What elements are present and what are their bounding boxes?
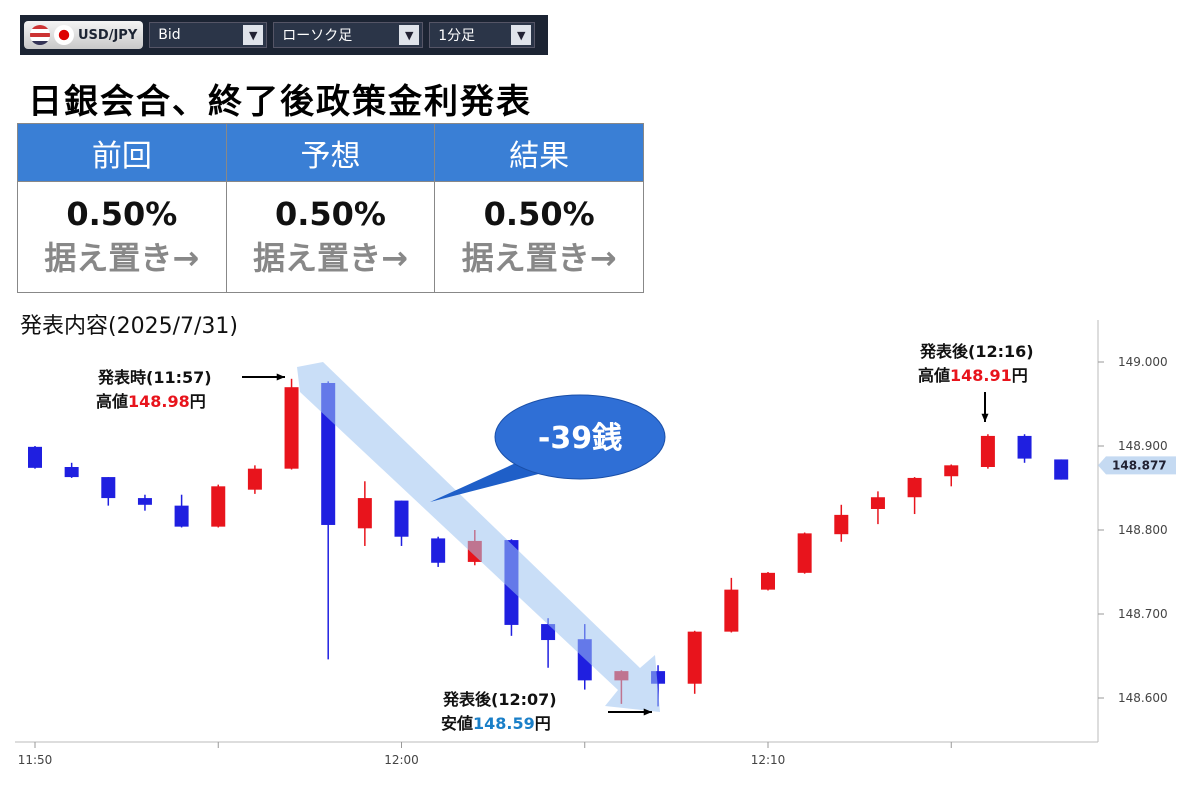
annotation-prefix: 高値 [918, 366, 950, 385]
candle-body [541, 624, 556, 641]
pointer-arrowhead [981, 413, 989, 422]
pointer-arrowhead [643, 708, 652, 716]
candle-body [394, 500, 409, 537]
callout-tail [430, 452, 585, 502]
candle-body [504, 540, 519, 625]
annotation-label: 発表後(12:16) [919, 342, 1034, 361]
candle-body [980, 435, 995, 467]
candle-body [321, 383, 336, 525]
candle-body [247, 468, 262, 490]
candle-body [724, 589, 739, 632]
table-header: 前回 [17, 123, 227, 182]
annotation-value-line: 高値148.91円 [918, 366, 1028, 385]
callout-label: -39銭 [538, 421, 622, 456]
candle-body [834, 514, 849, 535]
candle-body [1054, 459, 1069, 480]
rate-table: 前回 予想 結果 0.50% 据え置き→ 0.50% 据え置き→ 0.50% 据え置き… [17, 123, 644, 293]
select-label: ローソク足 [282, 28, 353, 44]
dropdown-icon: ▼ [243, 25, 264, 45]
candle-body [357, 498, 372, 529]
annotation-label: 発表時(11:57) [97, 368, 212, 387]
current-price-label: 148.877 [1112, 458, 1167, 472]
candle-body [907, 477, 922, 498]
y-tick-label: 148.900 [1118, 439, 1168, 453]
candle-body [577, 639, 592, 681]
trend-arrow [297, 362, 660, 712]
candle-body [174, 505, 189, 527]
candle-body [614, 671, 629, 681]
price-type-select[interactable]: Bid ▼ [149, 22, 268, 48]
annotation-value: 148.59 [473, 714, 535, 733]
annotation-prefix: 高値 [96, 392, 128, 411]
pair-label: USD/JPY [78, 27, 138, 43]
rate-value: 0.50% [274, 195, 386, 233]
annotation-prefix: 安値 [441, 714, 473, 733]
table-cell: 0.50% 据え置き→ [17, 181, 227, 293]
candle-body [284, 387, 299, 469]
x-tick-label: 11:50 [18, 753, 53, 767]
rate-value: 0.50% [483, 195, 595, 233]
annotation-suffix: 円 [1012, 366, 1028, 385]
dropdown-icon: ▼ [511, 25, 532, 45]
dropdown-icon: ▼ [399, 25, 420, 45]
annotation-suffix: 円 [190, 392, 206, 411]
y-tick-label: 148.600 [1118, 691, 1168, 705]
select-label: Bid [158, 27, 181, 43]
pair-selector[interactable]: USD/JPY [24, 21, 144, 49]
page-title: 日銀会合、終了後政策金利発表 [28, 82, 532, 122]
rate-note: 据え置き→ [253, 239, 408, 277]
candle-body [870, 497, 885, 509]
candle-body [687, 631, 702, 684]
rate-value: 0.50% [66, 195, 178, 233]
candle-body [761, 572, 775, 590]
y-tick-label: 148.700 [1118, 607, 1168, 621]
current-price-tag [1098, 456, 1176, 475]
toolbar: USD/JPY Bid ▼ ローソク足 ▼ 1分足 ▼ [20, 15, 548, 55]
candle-body [211, 486, 226, 527]
table-header: 予想 [225, 123, 436, 182]
select-label: 1分足 [438, 28, 476, 44]
callout-bubble [494, 394, 666, 480]
candle-body [467, 540, 482, 562]
candle-body [431, 538, 446, 563]
rate-note: 据え置き→ [461, 239, 617, 277]
y-tick-label: 148.800 [1118, 523, 1168, 537]
y-tick-label: 149.000 [1118, 355, 1168, 369]
timeframe-select[interactable]: 1分足 ▼ [429, 22, 536, 48]
candle-body [944, 465, 959, 477]
candle-body [137, 498, 152, 505]
chart-subtitle: 発表内容(2025/7/31) [20, 314, 238, 339]
x-tick-label: 12:10 [751, 753, 786, 767]
candle-body [28, 446, 42, 468]
table-header: 結果 [434, 123, 644, 182]
x-tick-label: 12:00 [384, 753, 419, 767]
candle-body [651, 671, 666, 684]
pointer-arrowhead [276, 373, 285, 381]
annotation-label: 発表後(12:07) [442, 690, 557, 709]
candle-body [797, 533, 812, 573]
chart-style-select[interactable]: ローソク足 ▼ [273, 22, 424, 48]
candle-body [101, 477, 116, 499]
table-cell: 0.50% 据え置き→ [225, 181, 436, 293]
table-cell: 0.50% 据え置き→ [434, 181, 644, 293]
jp-flag [54, 25, 74, 45]
candle-body [1017, 435, 1032, 459]
annotation-value-line: 高値148.98円 [96, 392, 206, 411]
annotation-suffix: 円 [535, 714, 551, 733]
annotation-value-line: 安値148.59円 [441, 714, 551, 733]
us-flag [30, 25, 50, 45]
rate-note: 据え置き→ [44, 239, 200, 277]
annotation-value: 148.91 [950, 366, 1012, 385]
annotation-value: 148.98 [128, 392, 190, 411]
candle-body [64, 467, 79, 478]
